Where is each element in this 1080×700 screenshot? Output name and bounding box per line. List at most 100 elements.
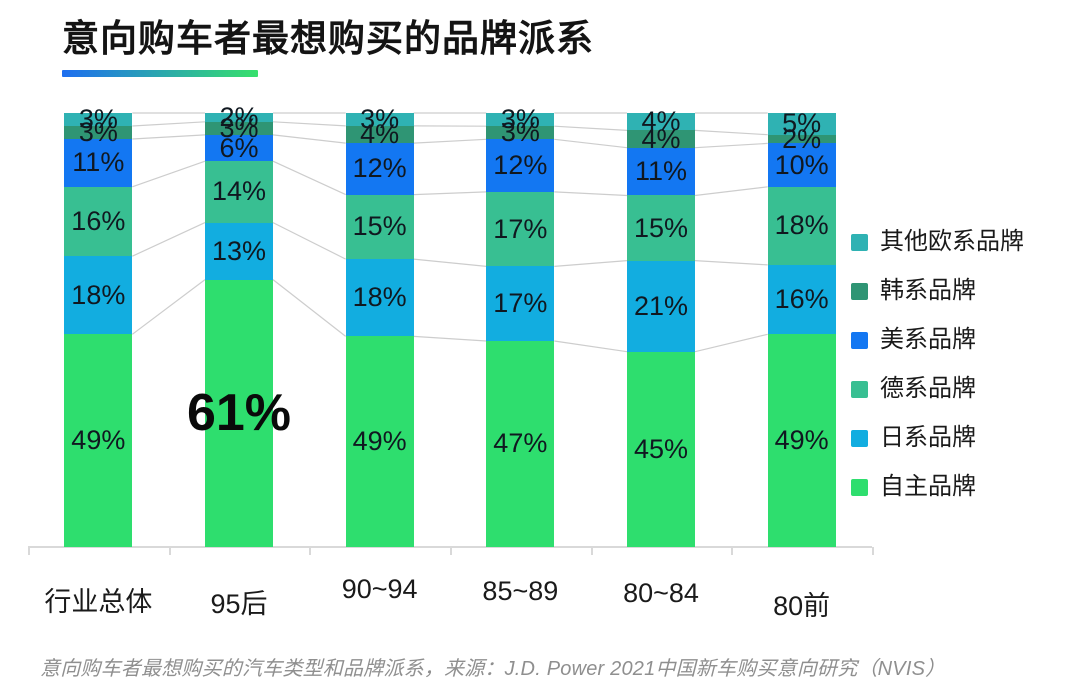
segment-value-label: 4% [641,106,681,137]
bar-segment: 5% [767,108,836,139]
segment-value-label: 3% [78,117,118,148]
connector-line [272,279,347,337]
connector-line [413,258,487,267]
connector-line [554,191,628,197]
legend-item: 韩系品牌 [851,277,1024,305]
segment-value-label: 5% [782,108,822,139]
segment-value-label: 4% [641,123,681,154]
connector-line [694,129,768,136]
bar-segment: 49% [767,334,836,547]
bar-segment: 15% [345,194,414,260]
connector-line [272,134,346,144]
segment-value-label: 17% [493,288,548,319]
segment-value-label: 47% [493,428,548,459]
segment-value-label: 49% [352,426,407,457]
segment-value-label: 3% [500,117,540,148]
connector-line [554,138,628,149]
bar-segment: 3% [486,106,555,133]
connector-line [554,125,628,131]
axis-tick [731,547,734,555]
legend-color-swatch [851,429,868,447]
bar-segment: 2% [767,125,836,152]
stacked-bar: 3% 3% 12% 17% 17% 47% [486,106,555,547]
bar-segment: 49% [345,336,414,547]
segment-value-label: 11% [72,147,125,178]
segment-value-label: 12% [493,150,548,181]
bar-segment: 3% [64,119,133,146]
legend-item: 德系品牌 [851,375,1024,403]
axis-tick [450,547,452,555]
bar-segment: 49% [64,334,133,547]
bar-segment: 13% [205,222,273,280]
bar-segment: 3% [486,119,555,146]
legend-label: 美系品牌 [880,326,976,353]
category-label: 80~84 [623,578,699,608]
legend-item: 自主品牌 [851,473,1024,501]
legend-color-swatch [851,233,868,251]
legend-color-swatch [851,380,868,398]
bar-segment: 10% [767,143,836,187]
bar-segment: 21% [627,260,695,352]
axis-tick [28,547,30,555]
segment-value-label: 18% [71,279,126,310]
stacked-bar: 2% 3% 6% 14% 13% 61% [187,103,291,547]
bar-segment: 17% [486,266,555,341]
segment-value-label: 16% [774,284,829,315]
connector-line [413,191,487,196]
connector-line [694,260,768,266]
legend-label: 日系品牌 [880,424,976,451]
bar-segment: 18% [345,259,414,337]
legend-item: 美系品牌 [851,326,1024,354]
bar-segment: 16% [767,264,836,335]
bar-segment: 12% [486,139,555,192]
connector-line [272,222,346,260]
connector-line [694,142,768,149]
segment-value-label: 21% [633,290,689,321]
segment-value-label: 49% [774,425,829,456]
segment-value-label: 16% [71,205,126,236]
bar-segment: 16% [64,186,133,257]
axis-tick [590,547,593,555]
title-accent-underline [62,70,258,77]
segment-value-label: 3% [219,112,259,143]
stacked-bar: 3% 4% 12% 15% 18% 49% [345,105,414,547]
connector-line [694,186,768,197]
stacked-bar: 3% 3% 11% 16% 18% 49% [64,106,133,547]
stacked-bar: 5% 2% 10% 18% 16% 49% [767,108,836,547]
segment-value-label: 18% [774,210,829,241]
stacked-bar: 4% 4% 11% 15% 21% 45% [627,108,695,547]
bar-segment: 11% [64,139,133,187]
segment-value-label: 15% [633,212,689,243]
legend-label: 韩系品牌 [880,277,976,304]
legend-label: 其他欧系品牌 [880,228,1024,255]
segment-value-label: 3% [500,104,540,135]
connector-line [132,160,206,188]
bar-segment: 2% [205,103,273,130]
source-caption: 意向购车者最想购买的汽车类型和品牌派系，来源：J.D. Power 2021中国… [40,658,946,680]
segment-value-label: 14% [211,176,267,207]
legend-color-swatch [851,331,868,349]
connector-line [554,340,628,353]
bar-segment: 18% [64,256,133,335]
bar-segment: 14% [205,161,273,223]
chart-title: 意向购车者最想购买的品牌派系 [62,18,594,59]
segment-value-label: 3% [78,104,118,135]
axis-tick [168,547,171,555]
bar-segment: 4% [627,125,695,152]
segment-value-label: 12% [352,153,407,184]
chart-legend: 其他欧系品牌 韩系品牌美系品牌德系品牌日系品牌自主品牌 [851,228,1024,522]
bar-segment: 17% [486,191,555,267]
segment-value-label: 15% [352,211,407,242]
bar-segment: 3% [64,106,133,133]
legend-color-swatch [851,478,868,496]
axis-tick [309,547,312,555]
segment-value-label: 10% [774,149,829,180]
connector-line [694,333,768,353]
bar-segment: 3% [205,114,273,141]
connector-line [272,121,346,127]
segment-value-label: 6% [219,132,259,163]
connector-line [132,222,206,257]
connector-line [132,134,206,140]
segment-value-label: 49% [71,425,126,456]
category-label: 80前 [773,591,831,621]
